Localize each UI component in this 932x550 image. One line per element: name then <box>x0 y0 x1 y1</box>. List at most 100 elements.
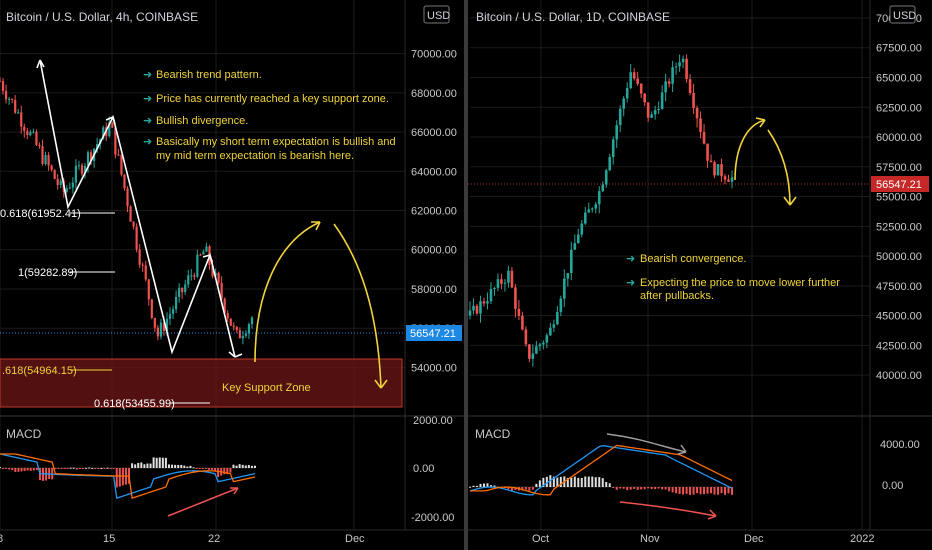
price-tick: 62000.00 <box>411 206 457 218</box>
candle-body <box>573 243 577 250</box>
macd-histogram-bar <box>5 468 8 469</box>
support-zone-box <box>0 358 403 408</box>
candle-body <box>187 275 190 285</box>
x-tick: 2022 <box>850 533 874 545</box>
candle-body <box>489 289 493 302</box>
candle-body <box>193 275 196 277</box>
macd-histogram-bar <box>535 483 538 487</box>
candle-body <box>0 81 2 83</box>
price-tick: 70000.00 <box>411 49 457 61</box>
macd-histogram-bar <box>626 487 629 491</box>
macd-histogram-bar <box>482 483 485 487</box>
macd-histogram-bar <box>654 487 657 490</box>
candle-body <box>510 270 514 288</box>
macd-histogram-bar <box>469 486 471 488</box>
candle-body <box>184 284 187 293</box>
signal-line <box>0 453 256 499</box>
macd-histogram-bar <box>8 468 11 470</box>
macd-histogram-bar <box>538 480 541 487</box>
candle-body <box>608 157 612 171</box>
projection-arc-down <box>767 129 791 206</box>
candle-body <box>521 315 524 330</box>
candle-body <box>594 204 598 209</box>
macd-histogram-bar <box>23 468 26 472</box>
macd-histogram-bar <box>207 468 210 470</box>
right-chart-title: Bitcoin / U.S. Dollar, 1D, COINBASE <box>476 10 670 24</box>
macd-histogram-bar <box>486 483 489 487</box>
candle-body <box>229 318 232 326</box>
candle-body <box>636 78 639 84</box>
fib-label: .618(54964.15) <box>2 365 77 377</box>
fib-label: 0.618(53455.99) <box>94 398 175 410</box>
candle-body <box>190 275 193 277</box>
macd-histogram-bar <box>97 468 100 469</box>
macd-histogram-bar <box>545 476 548 487</box>
fib-label: 0.618(61952.41) <box>0 208 81 220</box>
candle-body <box>120 154 123 175</box>
macd-histogram-bar <box>668 487 671 492</box>
candle-body <box>4 91 8 100</box>
candle-body <box>500 279 503 284</box>
macd-histogram-bar <box>29 468 32 471</box>
candle-body <box>126 188 129 207</box>
macd-histogram-bar <box>692 487 695 495</box>
macd-histogram-bar <box>591 476 594 487</box>
macd-histogram-bar <box>615 487 618 490</box>
macd-histogram-bar <box>17 468 20 472</box>
candle-body <box>38 144 41 147</box>
annotation-text: Expecting the price to move lower furthe… <box>640 277 840 289</box>
macd-histogram-bar <box>91 467 94 469</box>
macd-histogram-bar <box>577 477 580 487</box>
projection-arc-up <box>734 119 766 181</box>
macd-histogram-bar <box>60 468 63 469</box>
candle-body <box>202 251 205 255</box>
candle-body <box>111 122 114 128</box>
macd-histogram-bar <box>146 463 149 468</box>
candle-body <box>653 109 657 115</box>
macd-histogram-bar <box>570 477 573 487</box>
macd-histogram-bar <box>612 487 615 488</box>
macd-histogram-bar <box>650 487 653 489</box>
candle-body <box>83 165 87 174</box>
bullet-arrow-icon: ➜ <box>143 115 152 127</box>
macd-histogram-bar <box>158 457 161 468</box>
candle-body <box>41 146 44 164</box>
candle-body <box>220 282 223 299</box>
macd-tick: 4000.00 <box>880 439 920 451</box>
macd-histogram-bar <box>35 468 38 471</box>
candle-body <box>524 329 528 345</box>
candle-body <box>622 98 626 109</box>
candle-body <box>604 170 608 185</box>
candle-body <box>205 246 208 252</box>
macd-label: MACD <box>6 427 42 441</box>
candle-body <box>625 88 629 99</box>
macd-histogram-bar <box>717 487 720 495</box>
macd-histogram-bar <box>598 477 601 487</box>
macd-histogram-bar <box>57 468 60 469</box>
candle-body <box>657 108 660 110</box>
macd-histogram-bar <box>566 477 569 487</box>
candle-body <box>475 305 479 314</box>
last-price-tag <box>871 176 929 192</box>
panel-divider[interactable] <box>464 0 468 550</box>
candle-body <box>86 152 90 166</box>
macd-tick: 2000.00 <box>413 415 453 427</box>
candle-body <box>587 209 591 213</box>
price-tick: 68000.00 <box>411 88 457 100</box>
price-tick: 50000.00 <box>876 251 922 263</box>
candle-body <box>159 322 163 337</box>
candle-body <box>129 206 132 222</box>
convergence-arrowhead <box>677 444 687 455</box>
right-gridlines <box>470 0 870 530</box>
macd-histogram-bar <box>528 487 531 491</box>
macd-histogram-bar <box>531 487 534 490</box>
currency-badge[interactable] <box>423 5 450 24</box>
candle-body <box>671 67 674 84</box>
candle-body <box>223 298 226 313</box>
currency-badge[interactable] <box>889 5 916 24</box>
macd-tick: 0.00 <box>413 463 434 475</box>
macd-histogram-bar <box>241 464 244 468</box>
projection-arrowhead <box>374 379 388 389</box>
candle-body <box>727 179 730 182</box>
candle-body <box>174 296 178 310</box>
